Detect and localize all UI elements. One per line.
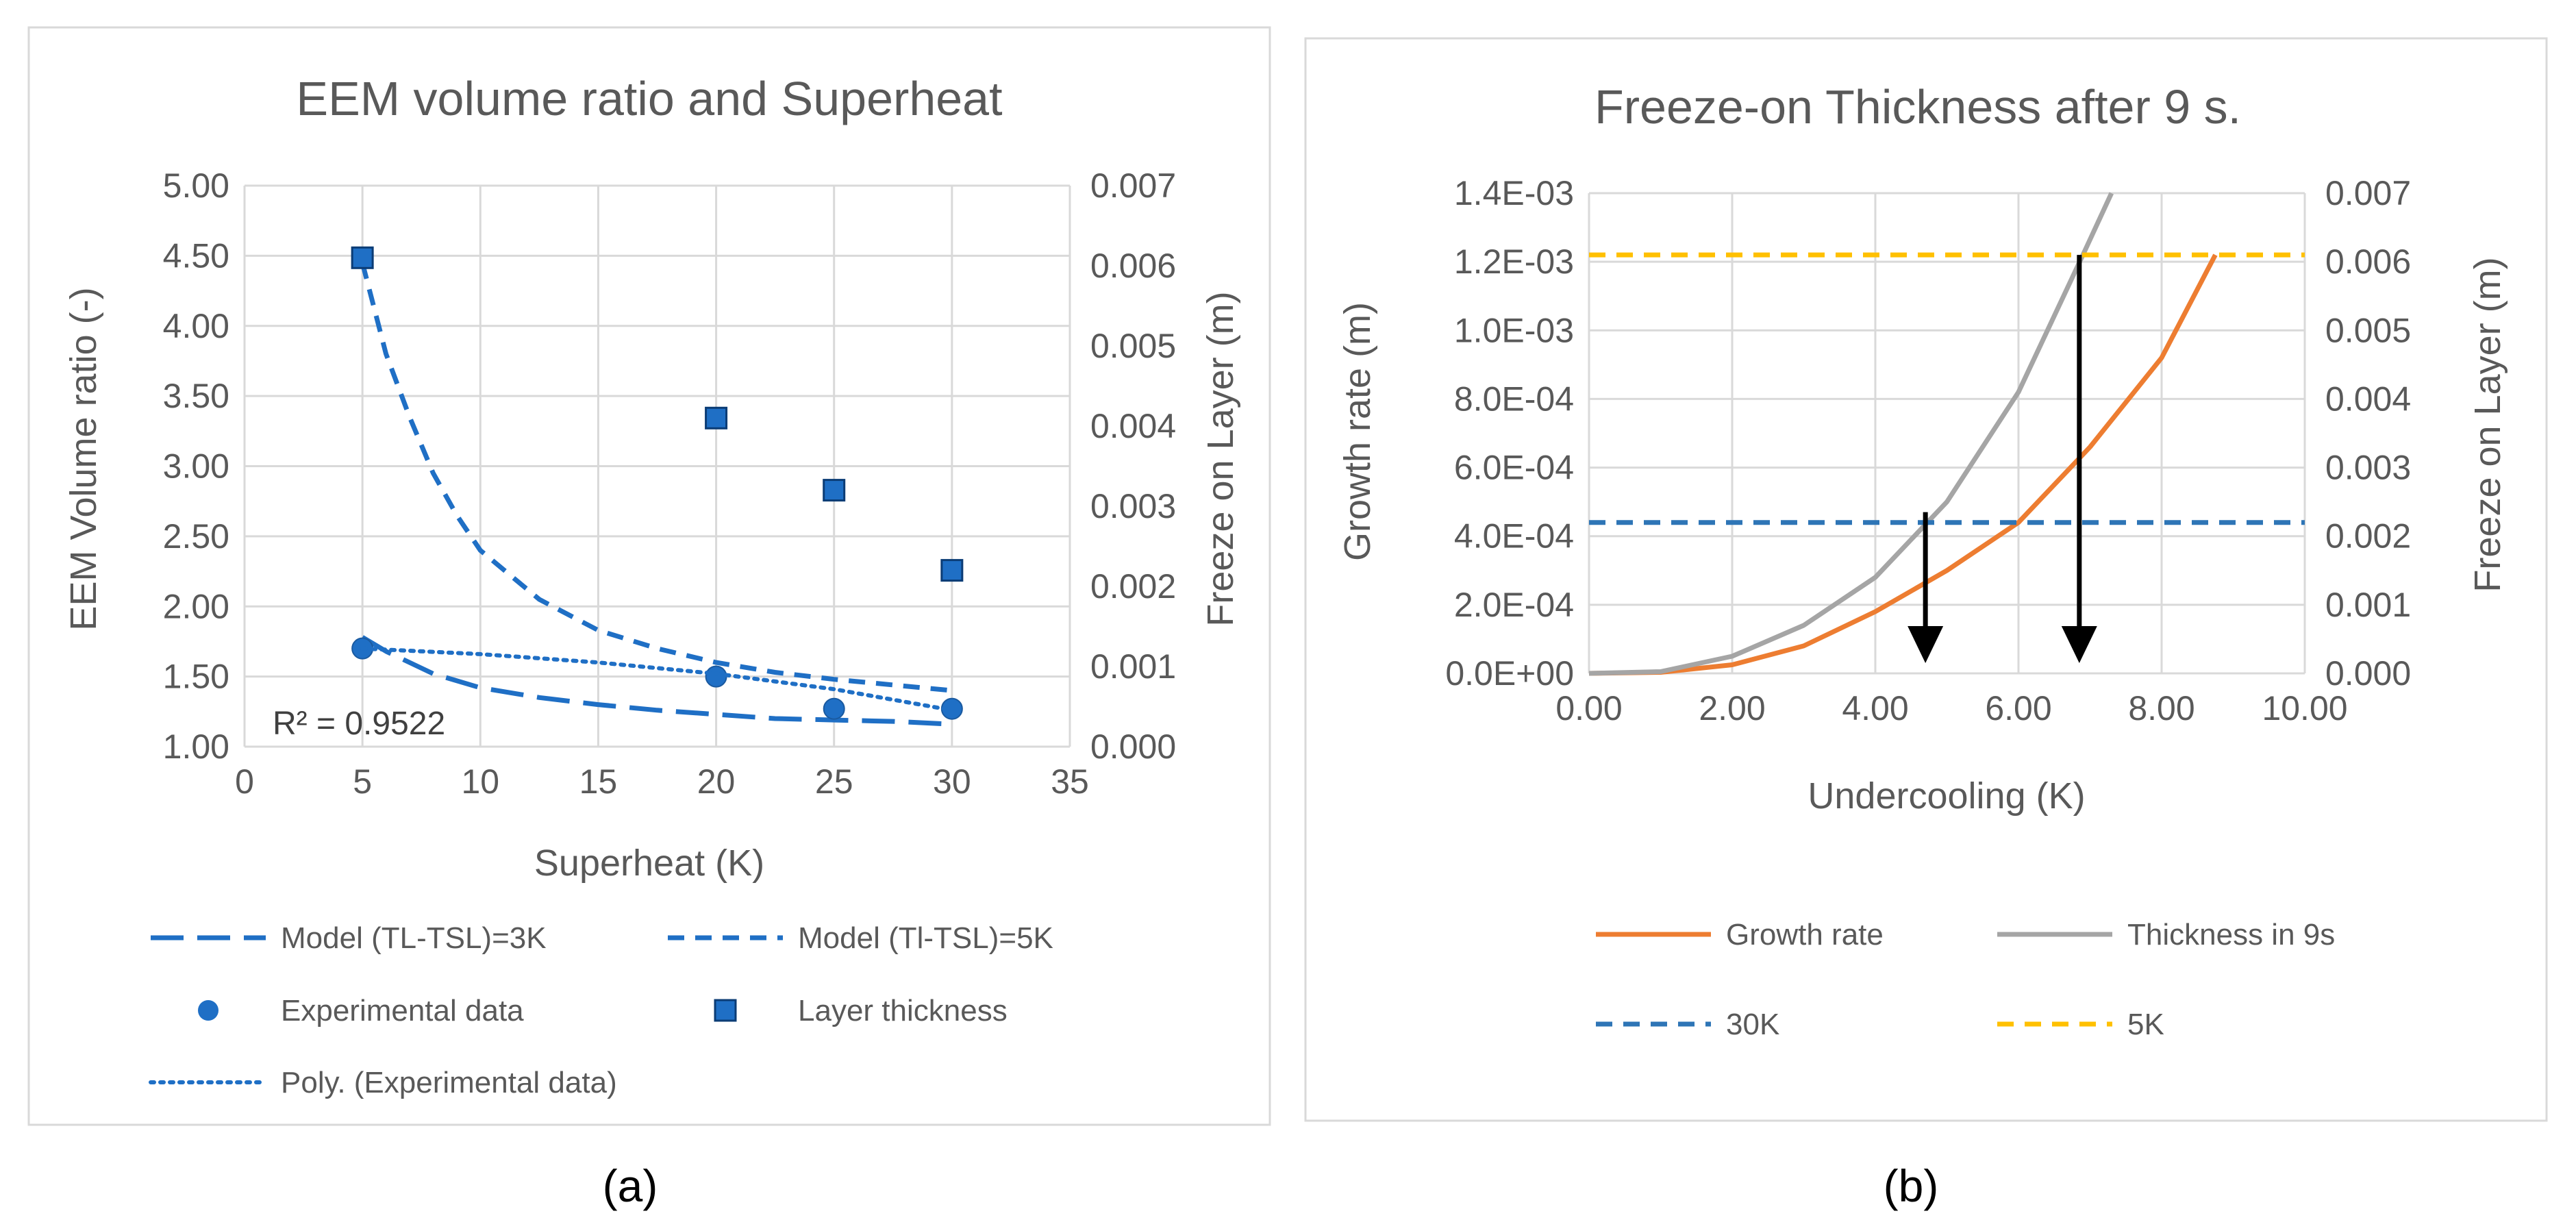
- legend-5k-label: 5K: [2127, 1008, 2164, 1041]
- y-tick-label: 4.0E-04: [1454, 517, 1574, 556]
- y2-tick-label: 0.004: [2325, 379, 2411, 418]
- chart-a-grid: [243, 184, 1071, 748]
- x-tick-label: 10: [461, 762, 499, 801]
- legend-layer-thickness-label: Layer thickness: [798, 994, 1008, 1028]
- y2-tick-label: 0.004: [1090, 407, 1176, 445]
- chart-b-xlabel: Undercooling (K): [1808, 775, 2085, 817]
- chart-a-r2-annotation: R² = 0.9522: [273, 706, 445, 742]
- y-tick-label: 2.0E-04: [1454, 586, 1574, 624]
- y-tick-label: 1.4E-03: [1454, 174, 1574, 212]
- chart-b-grid: [1588, 192, 2306, 675]
- chart-b-x-ticks: 0.00 2.00 4.00 6.00 8.00 10.00: [1555, 689, 2347, 727]
- y2-tick-label: 0.005: [1090, 327, 1176, 365]
- y2-tick-label: 0.002: [1090, 567, 1176, 606]
- y-tick-label: 1.00: [163, 727, 229, 766]
- y-tick-label: 0.0E+00: [1445, 654, 1574, 693]
- y2-tick-label: 0.000: [1090, 727, 1176, 766]
- x-tick-label: 35: [1051, 762, 1089, 801]
- legend-model-tl-tsl-3k-label: Model (TL-TSL)=3K: [281, 921, 547, 955]
- x-tick-label: 25: [815, 762, 853, 801]
- legend-model-tl-tsl-5k-label: Model (Tl-TSL)=5K: [798, 921, 1053, 955]
- chart-a-legend: Model (TL-TSL)=3K Model (Tl-TSL)=5K Experi…: [149, 921, 1053, 1099]
- series-poly-experimental-data-line: [360, 646, 954, 712]
- legend-experimental-data-label: Experimental data: [281, 994, 524, 1028]
- panel-a: EEM volume ratio and Superheat 0 5 10 15 20 2…: [27, 26, 1271, 1211]
- x-tick-label: 0.00: [1555, 689, 1622, 727]
- y-tick-label: 4.50: [163, 236, 229, 275]
- y-tick-label: 2.00: [163, 587, 229, 625]
- chart-a-ylabel: EEM Volume ratio (-): [63, 287, 104, 630]
- y2-tick-label: 0.000: [2325, 654, 2411, 693]
- y-tick-label: 5.00: [163, 166, 229, 205]
- series-layer-thickness-point: [351, 246, 374, 269]
- series-layer-thickness-point: [940, 559, 964, 582]
- series-experimental-data-point: [705, 665, 727, 688]
- x-tick-label: 6.00: [1985, 689, 2051, 727]
- x-tick-label: 8.00: [2128, 689, 2194, 727]
- x-tick-label: 4.00: [1842, 689, 1908, 727]
- chart-a-xlabel: Superheat (K): [534, 843, 764, 884]
- legend-30k-label: 30K: [1726, 1008, 1779, 1041]
- series-thickness-in-9s-line: [1588, 192, 2114, 676]
- chart-a-y2-ticks: 0.000 0.001 0.002 0.003 0.004 0.005 0.006 0.007: [1090, 166, 1176, 766]
- chart-b-legend: Growth rate Thickness in 9s 30K 5K: [1596, 918, 2335, 1041]
- x-tick-label: 2.00: [1699, 689, 1765, 727]
- y2-tick-label: 0.003: [2325, 449, 2411, 487]
- chart-a-series: [351, 246, 964, 727]
- series-growth-rate-line: [1588, 253, 2218, 676]
- legend-experimental-data-marker: [198, 1000, 218, 1021]
- y2-tick-label: 0.003: [1090, 487, 1176, 525]
- y2-tick-label: 0.007: [1090, 166, 1176, 205]
- chart-b-ylabel: Growth rate (m): [1337, 302, 1378, 561]
- chart-b-y2label: Freeze on Layer (m): [2467, 257, 2508, 592]
- legend-growth-rate-label: Growth rate: [1726, 918, 1884, 951]
- y-tick-label: 4.00: [163, 307, 229, 345]
- y-tick-label: 1.50: [163, 658, 229, 696]
- chart-b-y-ticks: 0.0E+00 2.0E-04 4.0E-04 6.0E-04 8.0E-04 1.0E-…: [1445, 174, 1574, 693]
- series-model-tl-tsl-5k-line: [360, 262, 953, 693]
- y-tick-label: 1.2E-03: [1454, 242, 1574, 281]
- y-tick-label: 2.50: [163, 517, 229, 556]
- chart-a-title: EEM volume ratio and Superheat: [296, 72, 1002, 125]
- chart-b-y2-ticks: 0.000 0.001 0.002 0.003 0.004 0.005 0.006 0.007: [2325, 174, 2411, 693]
- chart-a-y-ticks: 1.00 1.50 2.00 2.50 3.00 3.50 4.00 4.50 5.00: [163, 166, 229, 766]
- series-layer-thickness-point: [705, 406, 728, 430]
- y-tick-label: 3.50: [163, 377, 229, 415]
- chart-b-title: Freeze-on Thickness after 9 s.: [1595, 80, 2241, 134]
- legend-poly-experimental-data-label: Poly. (Experimental data): [281, 1066, 617, 1099]
- panel-a-caption: (a): [603, 1160, 658, 1211]
- chart-b-arrows: [1908, 255, 2097, 663]
- chart-a-y2label: Freeze on Layer (m): [1200, 291, 1241, 626]
- y2-tick-label: 0.002: [2325, 517, 2411, 556]
- legend-layer-thickness-marker: [714, 999, 737, 1022]
- series-model-tl-tsl-3k-line: [361, 635, 953, 727]
- y2-tick-label: 0.006: [1090, 247, 1176, 285]
- y-tick-label: 3.00: [163, 447, 229, 486]
- y-tick-label: 6.0E-04: [1454, 449, 1574, 487]
- x-tick-label: 30: [933, 762, 971, 801]
- y2-tick-label: 0.005: [2325, 311, 2411, 349]
- panel-a-frame: [27, 26, 1271, 1126]
- chart-a-x-ticks: 0 5 10 15 20 25 30 35: [235, 762, 1089, 801]
- y2-tick-label: 0.007: [2325, 174, 2411, 212]
- panel-b: Freeze-on Thickness after 9 s. 0.00 2.00 4…: [1304, 37, 2548, 1211]
- y-tick-label: 1.0E-03: [1454, 311, 1574, 349]
- arrow-head: [2061, 625, 2097, 663]
- y2-tick-label: 0.001: [2325, 586, 2411, 624]
- x-tick-label: 20: [697, 762, 736, 801]
- y2-tick-label: 0.001: [1090, 647, 1176, 686]
- y-tick-label: 8.0E-04: [1454, 379, 1574, 418]
- arrow-head: [1908, 625, 1944, 663]
- chart-b-series: [1588, 192, 2305, 676]
- x-tick-label: 10.00: [2262, 689, 2347, 727]
- series-experimental-data-point: [823, 697, 845, 720]
- panel-b-caption: (b): [1884, 1160, 1939, 1211]
- x-tick-label: 5: [353, 762, 372, 801]
- series-layer-thickness-point: [823, 479, 846, 502]
- y2-tick-label: 0.006: [2325, 242, 2411, 281]
- legend-thickness-in-9s-label: Thickness in 9s: [2127, 918, 2335, 951]
- x-tick-label: 0: [235, 762, 254, 801]
- x-tick-label: 15: [579, 762, 618, 801]
